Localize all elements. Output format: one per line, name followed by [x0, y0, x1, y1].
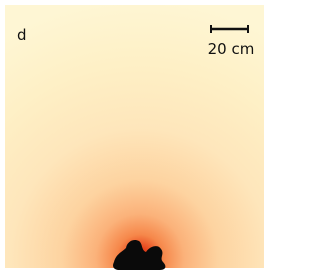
scale-bar: 20 cm — [208, 25, 255, 58]
panel-label: d — [17, 26, 27, 44]
figure-panel: d 20 cm — [0, 0, 269, 272]
scale-bar-label: 20 cm — [208, 40, 255, 58]
page: d 20 cm (() => { const data = JSON.parse… — [0, 0, 269, 272]
